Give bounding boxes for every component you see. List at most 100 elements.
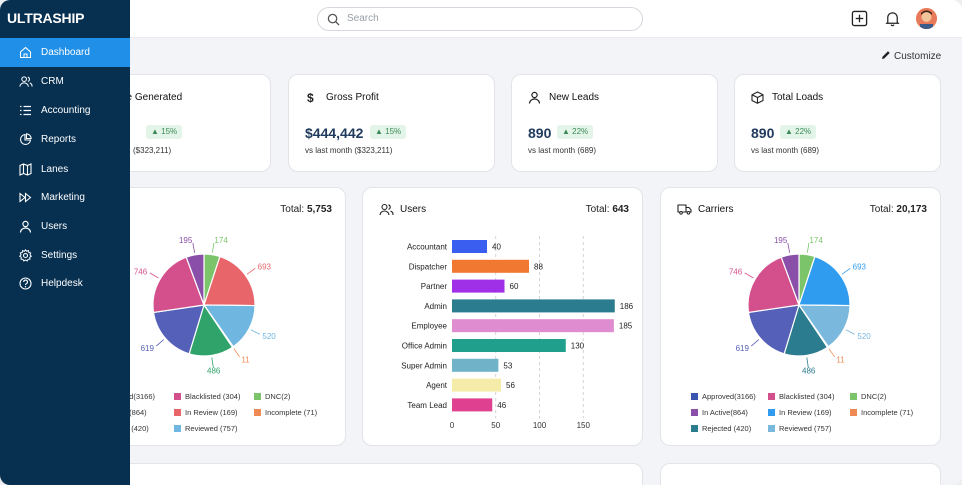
stat-card-gross-profit[interactable]: $ Gross Profit $444,442 ▲ 15% vs last mo…	[288, 74, 495, 172]
pie-slice[interactable]	[798, 255, 851, 307]
bar[interactable]	[452, 299, 615, 313]
legend-label: e(864)	[125, 408, 147, 417]
map-icon	[19, 163, 32, 176]
chart-card-users: Users Total: 643 0 50 100 150 Accountant 40 Di…	[362, 187, 643, 446]
bar-value-label: 56	[506, 381, 515, 390]
pie-slice[interactable]	[747, 304, 800, 355]
stat-value: $444,442	[305, 125, 364, 141]
y-category-label: Employee	[411, 322, 447, 331]
bar[interactable]	[452, 240, 487, 253]
bar[interactable]	[452, 319, 614, 333]
box-icon	[751, 91, 764, 104]
pie-slice[interactable]	[797, 304, 851, 348]
bar-value-label: 60	[510, 282, 519, 291]
legend-item: Approved(3166)	[691, 392, 756, 401]
legend-swatch	[174, 409, 181, 416]
sidebar-item-accounting[interactable]: Accounting	[0, 96, 130, 125]
pie-slice[interactable]	[202, 304, 256, 348]
pie-data-label: 486	[207, 366, 221, 375]
bar-value-label: 53	[503, 361, 512, 370]
sidebar-item-helpdesk[interactable]: Helpdesk	[0, 269, 130, 298]
pie-leader-line	[250, 329, 260, 335]
bar[interactable]	[452, 339, 566, 352]
sidebar-item-reports[interactable]: Reports	[0, 125, 130, 154]
sidebar-item-marketing[interactable]: Marketing	[0, 183, 130, 212]
y-category-label: Admin	[424, 302, 447, 311]
pie-icon	[19, 133, 32, 146]
truck-icon	[677, 204, 692, 215]
avatar[interactable]	[916, 8, 937, 29]
pie-slice[interactable]	[203, 255, 256, 307]
legend-label: In Review (169)	[779, 408, 832, 417]
sidebar-item-dashboard[interactable]: Dashboard	[0, 38, 130, 67]
legend-item: Reviewed (757)	[768, 424, 832, 433]
stat-value: 890	[528, 125, 552, 141]
pie-leader-line	[211, 242, 215, 253]
pie-data-label: 693	[853, 263, 867, 272]
chart-legend-carriers: Approved(3166) Blacklisted (304) DNC(2) In …	[661, 392, 940, 442]
chart-total: Total: 5,753	[280, 204, 332, 215]
stat-card-total-loads[interactable]: Total Loads 890 ▲ 22% vs last month (689…	[734, 74, 941, 172]
bar[interactable]	[452, 259, 529, 273]
pie-data-label: 486	[802, 366, 816, 375]
search-input[interactable]: Search	[317, 7, 643, 31]
sidebar-item-crm[interactable]: CRM	[0, 67, 130, 96]
sidebar-item-lanes[interactable]: Lanes	[0, 155, 130, 184]
legend-label: Approved(3166)	[702, 392, 756, 401]
bar-value-label: 185	[619, 322, 633, 331]
users-icon	[19, 76, 33, 87]
stat-subtext: ($323,211)	[133, 146, 172, 155]
pie-data-label: 619	[736, 344, 750, 353]
legend-label: Reviewed (757)	[779, 424, 832, 433]
pie-chart-left: 174 693 520 11 486 619 746 195	[134, 236, 276, 375]
pie-data-label: 174	[214, 236, 228, 245]
stat-card-new-leads[interactable]: New Leads 890 ▲ 22% vs last month (689)	[511, 74, 718, 172]
change-badge: ▲ 15%	[370, 125, 407, 139]
legend-swatch	[174, 393, 181, 400]
bar[interactable]	[452, 279, 505, 293]
home-icon	[19, 46, 32, 59]
chart-total: Total: 20,173	[869, 204, 927, 215]
legend-item: Incomplete (71)	[850, 408, 913, 417]
pie-data-label: 520	[262, 332, 276, 341]
x-tick-label: 0	[450, 421, 455, 430]
bar[interactable]	[452, 398, 493, 412]
legend-label: d (420)	[125, 424, 149, 433]
bar[interactable]	[452, 358, 499, 372]
pie-slice[interactable]	[780, 253, 800, 306]
legend-item: Incomplete (71)	[254, 408, 317, 417]
bell-icon[interactable]	[884, 10, 901, 27]
pie-leader-line	[750, 339, 760, 347]
legend-label: Rejected (420)	[702, 424, 752, 433]
pie-slice[interactable]	[185, 253, 205, 306]
y-category-label: Partner	[421, 282, 448, 291]
user-icon	[528, 91, 541, 104]
legend-label: Reviewed (757)	[185, 424, 238, 433]
legend-label: Incomplete (71)	[861, 408, 914, 417]
pie-leader-line	[744, 272, 754, 279]
chart-card-carriers: Carriers Total: 20,173 174 693 520 11 486 619…	[660, 187, 941, 446]
pie-leader-line	[233, 348, 240, 358]
y-category-label: Accountant	[407, 243, 448, 252]
legend-label: ed(3166)	[125, 392, 156, 401]
bar[interactable]	[452, 378, 501, 392]
legend-item: Rejected (420)	[691, 424, 751, 433]
sidebar-item-settings[interactable]: Settings	[0, 241, 130, 270]
pie-data-label: 195	[774, 236, 788, 245]
change-badge: ▲ 22%	[557, 125, 594, 139]
pie-data-label: 520	[857, 332, 871, 341]
bar-value-label: 186	[620, 302, 634, 311]
pie-slice[interactable]	[152, 304, 205, 355]
add-icon[interactable]	[851, 10, 868, 27]
legend-swatch	[768, 425, 775, 432]
pie-leader-line	[192, 242, 196, 253]
users-icon	[379, 203, 394, 216]
pie-data-label: 746	[134, 267, 148, 276]
legend-swatch	[254, 393, 261, 400]
customize-button[interactable]: Customize	[881, 50, 941, 62]
y-category-label: Agent	[426, 381, 448, 390]
pie-leader-line	[828, 348, 835, 358]
pie-data-label: 746	[729, 267, 743, 276]
sidebar-item-users[interactable]: Users	[0, 212, 130, 241]
bar-value-label: 88	[534, 262, 543, 271]
